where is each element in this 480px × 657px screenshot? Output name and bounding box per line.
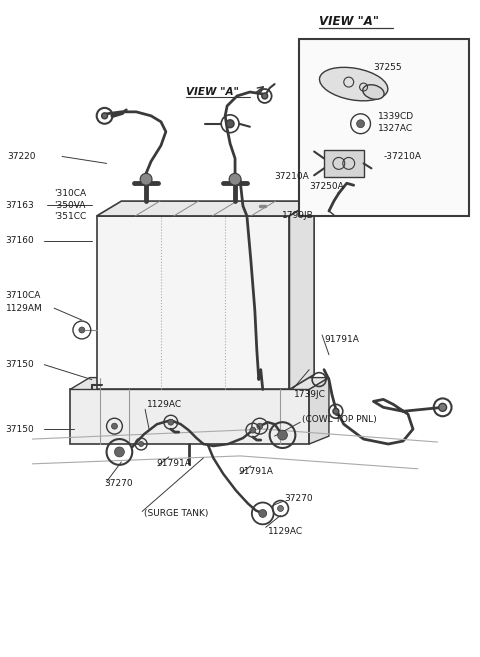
Text: 1129AC: 1129AC bbox=[147, 400, 182, 409]
Text: (COWL TOP PNL): (COWL TOP PNL) bbox=[302, 415, 377, 424]
Text: 37220: 37220 bbox=[8, 152, 36, 161]
Polygon shape bbox=[309, 378, 329, 444]
Circle shape bbox=[139, 442, 144, 447]
Circle shape bbox=[111, 423, 118, 429]
Text: 1739JC: 1739JC bbox=[294, 390, 326, 399]
Text: 1799JB: 1799JB bbox=[281, 212, 313, 221]
Text: -37210A: -37210A bbox=[384, 152, 421, 161]
Circle shape bbox=[277, 505, 284, 511]
Text: 91791A: 91791A bbox=[156, 459, 191, 468]
Text: '350VA: '350VA bbox=[54, 200, 85, 210]
Text: VIEW "A": VIEW "A" bbox=[319, 15, 379, 28]
Text: 37250A: 37250A bbox=[309, 182, 344, 191]
Text: 1339CD: 1339CD bbox=[378, 112, 415, 122]
Text: 1129AC: 1129AC bbox=[268, 527, 303, 535]
Circle shape bbox=[277, 430, 288, 440]
Text: 37255: 37255 bbox=[373, 62, 402, 72]
Text: 91791A: 91791A bbox=[238, 467, 273, 476]
Bar bbox=[300, 39, 469, 216]
Circle shape bbox=[259, 509, 267, 518]
Text: 37270: 37270 bbox=[285, 494, 313, 503]
Bar bbox=[324, 150, 363, 177]
Circle shape bbox=[140, 173, 152, 185]
Polygon shape bbox=[289, 201, 314, 390]
Text: 3710CA: 3710CA bbox=[6, 291, 41, 300]
Circle shape bbox=[79, 327, 85, 333]
Ellipse shape bbox=[363, 85, 384, 99]
Circle shape bbox=[102, 113, 108, 119]
Polygon shape bbox=[70, 378, 329, 390]
Circle shape bbox=[250, 427, 256, 433]
Text: 1129AM: 1129AM bbox=[6, 304, 43, 313]
Circle shape bbox=[357, 120, 364, 127]
Text: 37150: 37150 bbox=[6, 424, 35, 434]
Circle shape bbox=[114, 447, 124, 457]
Circle shape bbox=[439, 403, 446, 411]
Text: 37150: 37150 bbox=[6, 360, 35, 369]
Text: 91791A: 91791A bbox=[324, 336, 359, 344]
Polygon shape bbox=[96, 201, 314, 216]
Text: 37210A: 37210A bbox=[275, 171, 309, 181]
Circle shape bbox=[257, 423, 263, 429]
Ellipse shape bbox=[320, 67, 388, 101]
Text: 1327AC: 1327AC bbox=[378, 124, 413, 133]
Text: 37160: 37160 bbox=[6, 237, 35, 245]
Text: VIEW "A": VIEW "A" bbox=[186, 87, 239, 97]
Text: (SURGE TANK): (SURGE TANK) bbox=[144, 509, 208, 518]
Text: '351CC: '351CC bbox=[54, 212, 86, 221]
Circle shape bbox=[333, 408, 339, 415]
Bar bbox=[96, 216, 289, 390]
Text: '310CA: '310CA bbox=[54, 189, 86, 198]
Circle shape bbox=[226, 120, 234, 127]
Bar bbox=[70, 390, 309, 444]
Text: 37270: 37270 bbox=[105, 479, 133, 488]
Circle shape bbox=[168, 419, 174, 425]
Circle shape bbox=[229, 173, 241, 185]
Circle shape bbox=[262, 93, 268, 99]
Text: 37163: 37163 bbox=[6, 200, 35, 210]
